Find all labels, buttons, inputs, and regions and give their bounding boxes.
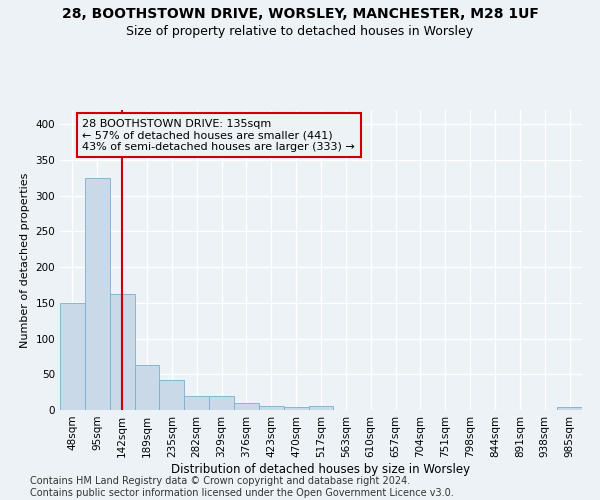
Bar — [184, 396, 209, 410]
Text: Contains HM Land Registry data © Crown copyright and database right 2024.
Contai: Contains HM Land Registry data © Crown c… — [30, 476, 454, 498]
Bar — [60, 303, 85, 410]
Bar — [557, 407, 582, 410]
Bar — [85, 178, 110, 410]
Y-axis label: Number of detached properties: Number of detached properties — [20, 172, 30, 348]
Bar — [160, 380, 184, 410]
Bar — [134, 365, 160, 410]
Text: Size of property relative to detached houses in Worsley: Size of property relative to detached ho… — [127, 25, 473, 38]
Bar — [308, 406, 334, 410]
Text: 28 BOOTHSTOWN DRIVE: 135sqm
← 57% of detached houses are smaller (441)
43% of se: 28 BOOTHSTOWN DRIVE: 135sqm ← 57% of det… — [82, 118, 355, 152]
Bar — [284, 407, 308, 410]
X-axis label: Distribution of detached houses by size in Worsley: Distribution of detached houses by size … — [172, 462, 470, 475]
Bar — [259, 406, 284, 410]
Bar — [234, 403, 259, 410]
Bar — [209, 396, 234, 410]
Bar — [110, 294, 134, 410]
Text: 28, BOOTHSTOWN DRIVE, WORSLEY, MANCHESTER, M28 1UF: 28, BOOTHSTOWN DRIVE, WORSLEY, MANCHESTE… — [62, 8, 538, 22]
